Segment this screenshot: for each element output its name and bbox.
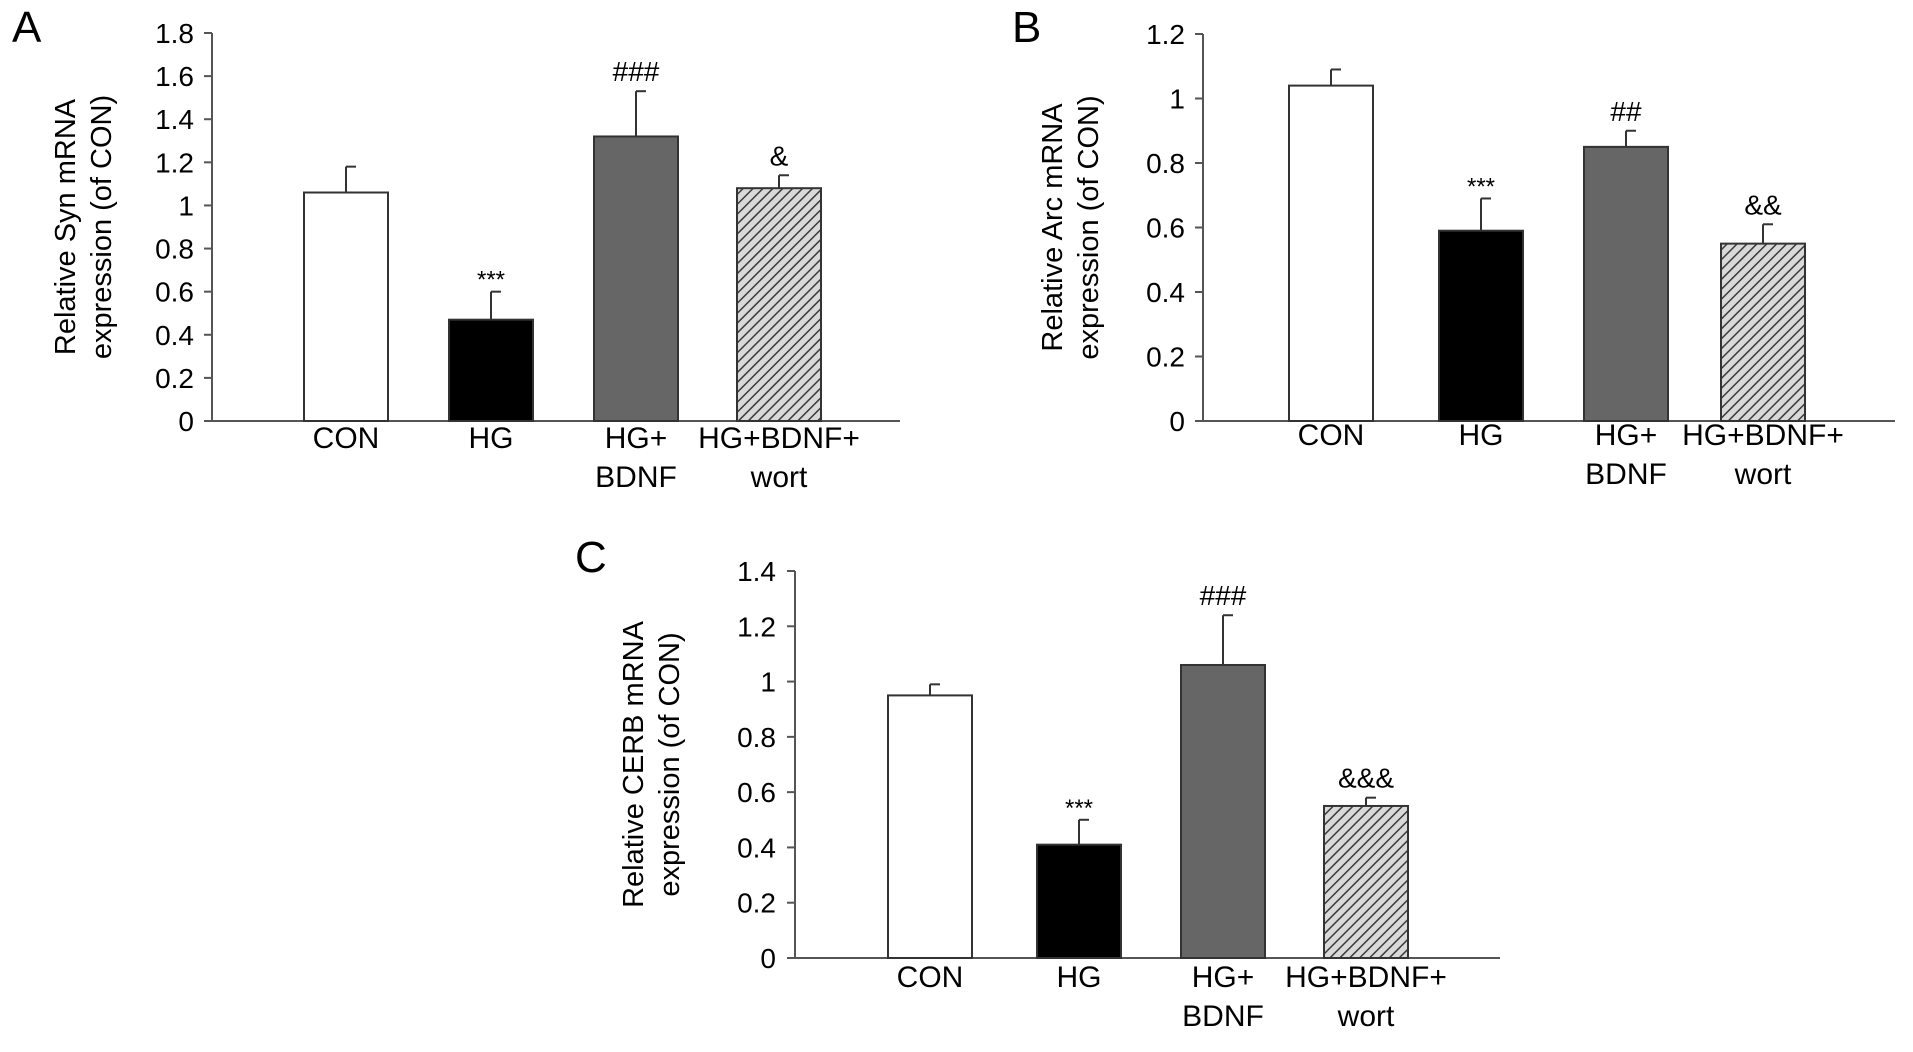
y-axis-label-line: Relative CERB mRNA — [618, 620, 650, 907]
x-tick-label: BDNF — [1182, 1000, 1264, 1033]
y-tick-label: 0.2 — [155, 363, 194, 394]
y-tick-label: 0.4 — [737, 832, 776, 863]
x-tick-label: HG+BDNF+ — [698, 422, 860, 455]
bar — [1288, 84, 1374, 422]
x-tick-label: BDNF — [1585, 458, 1667, 491]
y-tick-label: 0.4 — [155, 320, 194, 351]
y-tick-label: 0 — [178, 406, 194, 437]
x-tick-label: HG+BDNF+ — [1682, 419, 1844, 452]
significance-marker: & — [770, 140, 789, 171]
panel-letter: C — [575, 533, 607, 582]
y-tick-label: 1.8 — [155, 18, 194, 49]
y-axis-label-line: Relative Arc mRNA — [1037, 103, 1069, 352]
y-tick-label: 0.4 — [1146, 277, 1185, 308]
x-tick-label: HG+ — [1595, 419, 1658, 452]
y-tick-label: 0 — [1169, 406, 1185, 437]
y-axis-label: Relative CERB mRNA expression (of CON) — [618, 620, 686, 907]
bar — [1583, 145, 1669, 422]
y-tick-label: 1 — [178, 190, 194, 221]
x-tick-label: HG+ — [1192, 961, 1255, 994]
significance-marker: *** — [1065, 795, 1093, 822]
x-tick-label: wort — [750, 461, 808, 494]
y-axis-label-line: expression (of CON) — [86, 95, 118, 359]
x-tick-label: HG — [1459, 419, 1504, 452]
y-tick-label: 0.8 — [155, 234, 194, 265]
y-tick-label: 0 — [760, 943, 776, 974]
y-tick-label: 0.2 — [1146, 342, 1185, 373]
y-tick-label: 1.6 — [155, 61, 194, 92]
y-axis-label-line: Relative Syn mRNA — [50, 98, 82, 355]
bar — [887, 694, 973, 960]
significance-marker: ## — [1610, 96, 1642, 127]
x-tick-label: CON — [897, 961, 964, 994]
bar — [303, 191, 389, 422]
y-tick-label: 0.8 — [1146, 148, 1185, 179]
significance-marker: *** — [477, 267, 505, 294]
bar — [1323, 804, 1409, 960]
x-tick-label: HG+BDNF+ — [1285, 961, 1447, 994]
x-tick-label: BDNF — [595, 461, 677, 494]
panel-b: B Relative Arc mRNA expression (of CON) 0 0.… — [1012, 3, 1895, 491]
y-tick-label: 0.6 — [155, 277, 194, 308]
x-tick-label: wort — [1734, 458, 1792, 491]
y-tick-label: 1 — [1169, 84, 1185, 115]
bar — [736, 187, 822, 422]
x-tick-label: CON — [1298, 419, 1365, 452]
significance-marker: && — [1744, 189, 1782, 220]
y-tick-label: 0.8 — [737, 722, 776, 753]
bar — [1438, 229, 1524, 422]
y-tick-label: 1.2 — [1146, 19, 1185, 50]
x-tick-label: CON — [313, 422, 380, 455]
bar — [1720, 242, 1806, 422]
y-tick-label: 1 — [760, 667, 776, 698]
y-tick-label: 1.2 — [737, 611, 776, 642]
significance-marker: ### — [613, 56, 660, 87]
x-tick-label: wort — [1337, 1000, 1395, 1033]
y-tick-label: 0.6 — [1146, 213, 1185, 244]
y-axis-label-line: expression (of CON) — [1073, 95, 1105, 359]
panel-letter: B — [1012, 3, 1041, 52]
y-axis-label-line: expression (of CON) — [654, 632, 686, 896]
bar — [448, 318, 534, 423]
bar — [1036, 843, 1122, 960]
x-tick-label: HG — [469, 422, 514, 455]
y-axis-label: Relative Arc mRNA expression (of CON) — [1037, 95, 1105, 359]
y-tick-label: 0.2 — [737, 888, 776, 919]
bar — [593, 135, 679, 422]
significance-marker: *** — [1467, 173, 1495, 200]
y-tick-label: 1.2 — [155, 147, 194, 178]
y-tick-label: 1.4 — [737, 556, 776, 587]
x-tick-label: HG+ — [605, 422, 668, 455]
significance-marker: ### — [1200, 580, 1247, 611]
significance-marker: &&& — [1338, 763, 1394, 794]
y-tick-label: 0.6 — [737, 777, 776, 808]
x-tick-label: HG — [1057, 961, 1102, 994]
y-tick-label: 1.4 — [155, 104, 194, 135]
bar — [1180, 663, 1266, 959]
panel-letter: A — [12, 3, 42, 52]
y-axis-label: Relative Syn mRNA expression (of CON) — [50, 95, 118, 359]
